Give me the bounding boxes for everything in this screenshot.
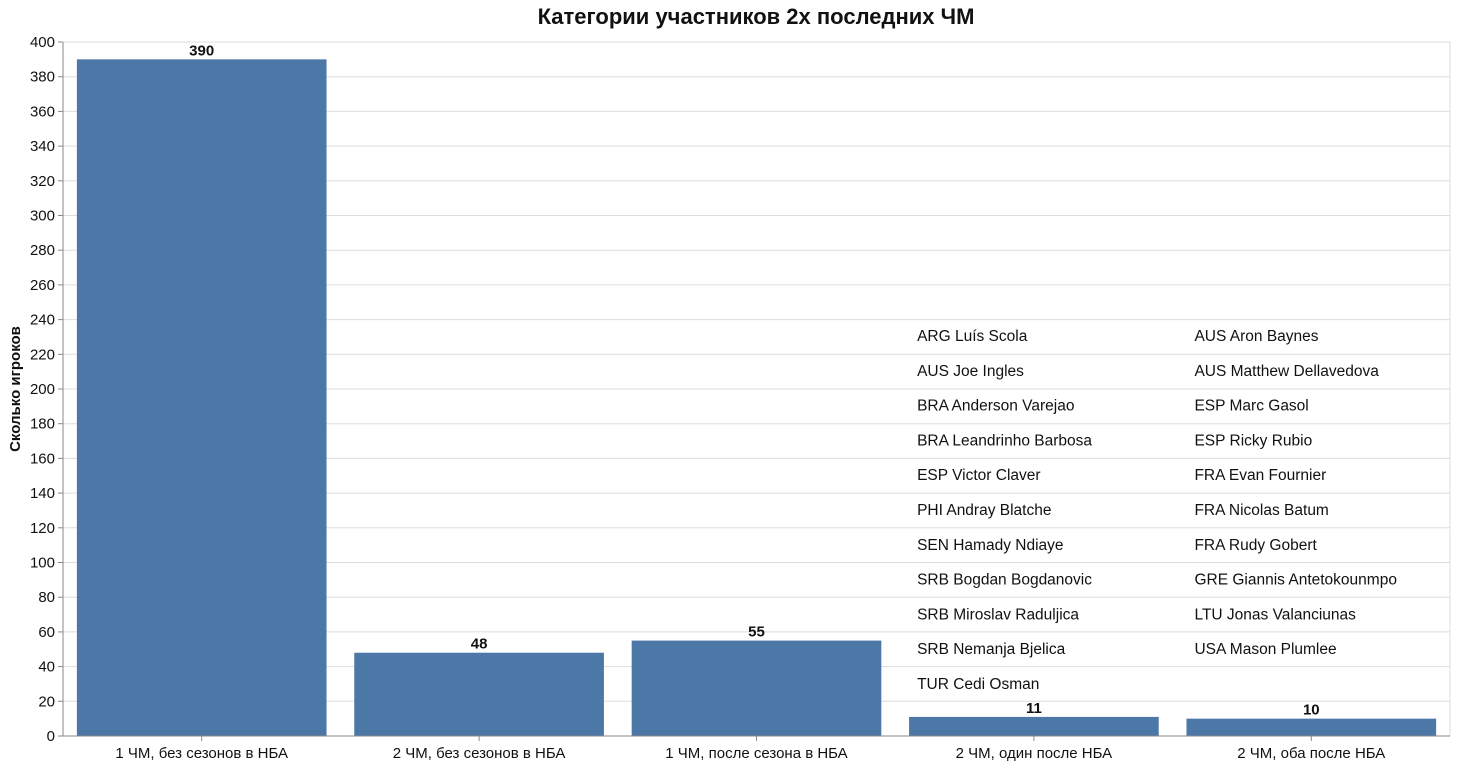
bar-value-label: 390: [189, 42, 214, 59]
y-tick-label: 280: [30, 242, 55, 259]
y-axis-title: Сколько игроков: [7, 326, 24, 452]
y-tick-label: 380: [30, 69, 55, 86]
y-tick-label: 240: [30, 312, 55, 329]
y-tick-label: 120: [30, 520, 55, 537]
bar-value-label: 11: [1026, 700, 1042, 717]
player-name-label: BRA Anderson Varejao: [917, 398, 1074, 415]
y-tick-label: 80: [38, 589, 55, 606]
player-name-label: FRA Evan Fournier: [1194, 467, 1326, 484]
y-tick-label: 40: [38, 659, 55, 676]
bar: [354, 652, 604, 736]
player-name-label: PHI Andray Blatche: [917, 502, 1051, 519]
player-name-label: TUR Cedi Osman: [917, 676, 1039, 693]
player-name-label: BRA Leandrinho Barbosa: [917, 432, 1092, 449]
axes: 0 20 40 60 80 100 120 140 160 180 200 220 240 260 280 3…: [30, 34, 1450, 762]
player-name-label: ARG Luís Scola: [917, 328, 1028, 345]
bar: [909, 716, 1159, 736]
player-name-label: ESP Marc Gasol: [1194, 398, 1308, 415]
x-tick-label: 2 ЧМ, один после НБА: [956, 745, 1113, 762]
x-tick-label: 1 ЧМ, после сезона в НБА: [665, 745, 847, 762]
y-tick-label: 340: [30, 138, 55, 155]
player-name-label: AUS Joe Ingles: [917, 363, 1024, 380]
x-tick-label: 1 ЧМ, без сезонов в НБА: [115, 745, 288, 762]
player-name-label: AUS Matthew Dellavedova: [1194, 363, 1379, 380]
y-tick-label: 180: [30, 416, 55, 433]
player-name-label: SRB Bogdan Bogdanovic: [917, 572, 1092, 589]
bar: [76, 59, 327, 737]
y-tick-label: 300: [30, 208, 55, 225]
y-tick-label: 140: [30, 485, 55, 502]
bar-value-label: 10: [1303, 702, 1320, 719]
player-name-label: ESP Victor Claver: [917, 467, 1040, 484]
y-tick-label: 360: [30, 103, 55, 120]
bars: 390 48 55 11 10: [76, 42, 1437, 737]
player-name-label: FRA Nicolas Batum: [1194, 502, 1328, 519]
y-tick-label: 220: [30, 346, 55, 363]
player-annotations: ARG Luís Scola AUS Joe Ingles BRA Anderson…: [917, 328, 1397, 693]
bar: [631, 640, 882, 736]
player-name-label: SRB Miroslav Raduljica: [917, 606, 1079, 623]
y-tick-label: 320: [30, 173, 55, 190]
player-name-label: FRA Rudy Gobert: [1194, 537, 1317, 554]
x-tick-label: 2 ЧМ, оба после НБА: [1237, 745, 1385, 762]
player-name-label: ESP Ricky Rubio: [1194, 432, 1312, 449]
chart-title: Категории участников 2х последних ЧМ: [538, 4, 975, 29]
y-tick-label: 20: [38, 693, 55, 710]
y-tick-label: 60: [38, 624, 55, 641]
bar-value-label: 48: [471, 636, 488, 653]
player-name-label: GRE Giannis Antetokounmpo: [1194, 572, 1396, 589]
player-name-label: LTU Jonas Valanciunas: [1194, 606, 1356, 623]
y-tick-label: 0: [47, 728, 55, 745]
y-tick-label: 100: [30, 555, 55, 572]
bar-value-label: 55: [748, 624, 765, 641]
x-tick-label: 2 ЧМ, без сезонов в НБА: [393, 745, 566, 762]
y-tick-label: 260: [30, 277, 55, 294]
player-name-label: AUS Aron Baynes: [1194, 328, 1318, 345]
y-tick-label: 400: [30, 34, 55, 51]
bar: [1186, 718, 1437, 736]
player-name-label: SRB Nemanja Bjelica: [917, 641, 1066, 658]
y-tick-label: 160: [30, 450, 55, 467]
y-tick-label: 200: [30, 381, 55, 398]
player-name-label: USA Mason Plumlee: [1194, 641, 1336, 658]
player-name-label: SEN Hamady Ndiaye: [917, 537, 1063, 554]
